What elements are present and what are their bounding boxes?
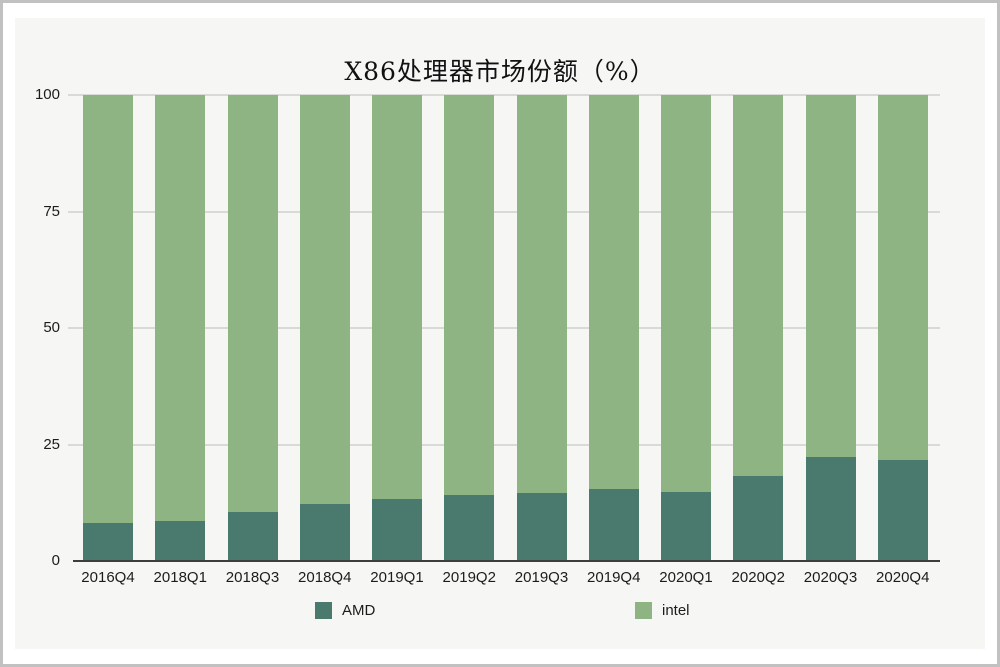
chart-title: X86处理器市场份额（%） bbox=[344, 57, 656, 86]
legend-label-amd: AMD bbox=[342, 602, 376, 619]
bar-segment-intel bbox=[588, 95, 639, 489]
bar-2020Q4 bbox=[877, 95, 928, 561]
legend-label-intel: intel bbox=[662, 602, 690, 619]
x-tick-label-2020Q1: 2020Q1 bbox=[659, 569, 713, 586]
bar-2016Q4 bbox=[83, 95, 133, 561]
bar-2018Q3 bbox=[227, 95, 278, 561]
bar-segment-intel bbox=[155, 95, 206, 521]
bar-segment-intel bbox=[227, 95, 278, 512]
bar-segment-intel bbox=[805, 95, 856, 457]
legend-item-amd: AMD bbox=[315, 602, 375, 619]
x-tick-label-2020Q4: 2020Q4 bbox=[876, 569, 930, 586]
bar-segment-amd bbox=[444, 495, 495, 561]
bar-segment-intel bbox=[299, 95, 350, 504]
gridline-25 bbox=[68, 443, 940, 446]
x-tick-label-2020Q2: 2020Q2 bbox=[731, 569, 785, 586]
y-tick-label-75: 75 bbox=[43, 202, 60, 220]
bar-2018Q1 bbox=[155, 95, 206, 561]
x-tick-label-2019Q4: 2019Q4 bbox=[587, 569, 641, 586]
x-tick-label-2019Q2: 2019Q2 bbox=[442, 569, 496, 586]
bar-2019Q4 bbox=[588, 95, 639, 561]
bar-segment-amd bbox=[372, 499, 422, 561]
bar-2019Q3 bbox=[516, 95, 567, 561]
bar-segment-amd bbox=[227, 511, 278, 561]
gridline-50 bbox=[68, 327, 940, 329]
legend-swatch-intel bbox=[635, 602, 652, 619]
bar-2020Q1 bbox=[661, 95, 711, 561]
bar-2020Q3 bbox=[805, 95, 856, 561]
y-tick-label-100: 100 bbox=[34, 86, 60, 103]
x-tick-label-2018Q3: 2018Q3 bbox=[225, 569, 280, 586]
chart-panel: X86处理器市场份额（%） 0 25 50 75 100 2016Q4 2018Q1 201… bbox=[15, 18, 985, 649]
bar-segment-amd bbox=[733, 475, 784, 561]
x-tick-label-2018Q1: 2018Q1 bbox=[153, 569, 207, 586]
x-tick-label-2019Q1: 2019Q1 bbox=[370, 569, 424, 586]
legend-item-intel: intel bbox=[635, 602, 690, 619]
bar-segment-intel bbox=[516, 95, 567, 493]
bar-segment-intel bbox=[372, 95, 422, 500]
bar-segment-amd bbox=[805, 456, 856, 561]
x-tick-label-2020Q3: 2020Q3 bbox=[803, 569, 858, 586]
x-tick-label-2016Q4: 2016Q4 bbox=[81, 569, 135, 586]
bar-2020Q2 bbox=[733, 95, 784, 561]
gridline-75 bbox=[68, 210, 940, 213]
bar-segment-intel bbox=[661, 95, 711, 493]
bar-2018Q4 bbox=[299, 95, 350, 561]
bar-segment-amd bbox=[155, 520, 206, 561]
x-tick-label-2018Q4: 2018Q4 bbox=[298, 569, 352, 586]
bar-segment-intel bbox=[444, 95, 495, 496]
bar-segment-amd bbox=[299, 503, 350, 561]
bar-segment-amd bbox=[877, 459, 928, 561]
bar-segment-amd bbox=[588, 488, 639, 561]
y-tick-label-25: 25 bbox=[43, 435, 60, 453]
y-tick-label-50: 50 bbox=[43, 319, 60, 336]
bar-segment-intel bbox=[83, 95, 133, 524]
x-axis-line bbox=[73, 560, 940, 562]
bar-2019Q1 bbox=[372, 95, 422, 561]
legend-swatch-amd bbox=[315, 602, 332, 619]
x-tick-label-2019Q3: 2019Q3 bbox=[514, 569, 569, 586]
y-tick-label-0: 0 bbox=[51, 552, 60, 569]
bar-segment-intel bbox=[733, 95, 784, 476]
bar-2019Q2 bbox=[444, 95, 495, 561]
bar-segment-amd bbox=[516, 492, 567, 561]
bar-segment-amd bbox=[661, 492, 711, 561]
gridline-100 bbox=[68, 94, 940, 96]
bar-segment-amd bbox=[83, 523, 133, 561]
bar-segment-intel bbox=[877, 95, 928, 460]
